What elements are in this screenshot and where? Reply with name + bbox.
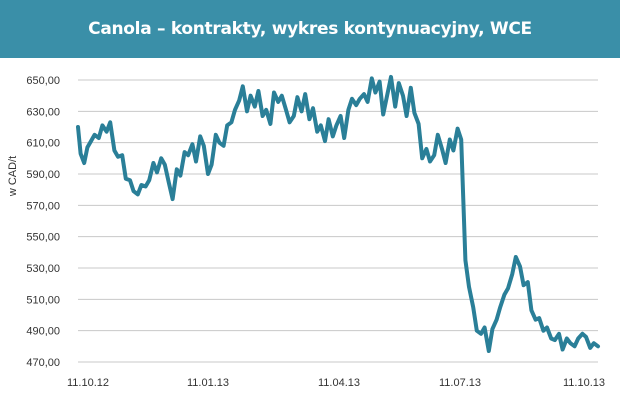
y-tick-label: 610,00 bbox=[26, 138, 60, 150]
x-tick-label: 11.07.13 bbox=[439, 377, 481, 389]
x-tick-label: 11.04.13 bbox=[318, 377, 360, 389]
y-tick-label: 550,00 bbox=[26, 232, 60, 244]
x-tick-label: 11.10.13 bbox=[563, 377, 605, 389]
line-chart: 650,00 630,00 610,00 590,00 570,00 550,00 530,… bbox=[26, 74, 605, 389]
y-tick-label: 650,00 bbox=[26, 75, 60, 87]
y-tick-label: 570,00 bbox=[26, 200, 60, 212]
x-tick-label: 11.10.12 bbox=[67, 377, 109, 389]
x-tick-label: 11.01.13 bbox=[187, 377, 229, 389]
y-tick-label: 530,00 bbox=[26, 263, 60, 275]
y-tick-label: 630,00 bbox=[26, 106, 60, 118]
price-series-line bbox=[76, 74, 600, 353]
chart-title-bar: Canola – kontrakty, wykres kontynuacyjny… bbox=[0, 0, 620, 58]
y-tick-label: 590,00 bbox=[26, 169, 60, 181]
chart-title: Canola – kontrakty, wykres kontynuacyjny… bbox=[88, 19, 532, 39]
y-tick-label: 490,00 bbox=[26, 326, 60, 338]
y-tick-label: 470,00 bbox=[26, 357, 60, 369]
y-tick-label: 510,00 bbox=[26, 294, 60, 306]
